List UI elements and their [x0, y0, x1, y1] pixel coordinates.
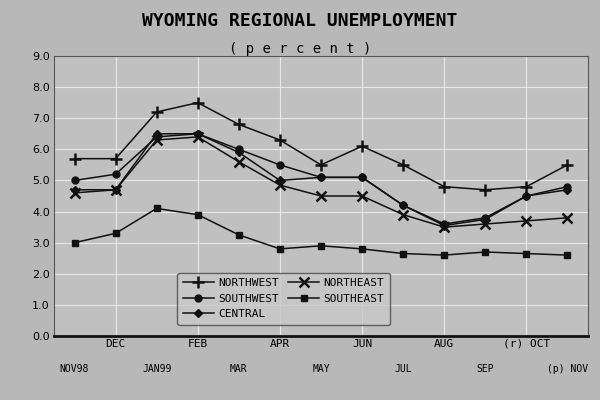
Text: MAY: MAY [312, 364, 330, 374]
CENTRAL [277, 178, 284, 183]
NORTHWEST [153, 110, 160, 114]
NORTHEAST [71, 190, 78, 195]
CENTRAL [482, 217, 489, 222]
SOUTHEAST [71, 240, 78, 245]
NORTHEAST [112, 187, 119, 192]
Text: (p) NOV: (p) NOV [547, 364, 588, 374]
Line: CENTRAL: CENTRAL [72, 131, 570, 228]
CENTRAL [112, 187, 119, 192]
Text: MAR: MAR [230, 364, 248, 374]
NORTHWEST [71, 156, 78, 161]
SOUTHWEST [71, 178, 78, 183]
NORTHEAST [482, 222, 489, 226]
NORTHEAST [564, 215, 571, 220]
Text: JUL: JUL [394, 364, 412, 374]
Text: WYOMING REGIONAL UNEMPLOYMENT: WYOMING REGIONAL UNEMPLOYMENT [142, 12, 458, 30]
SOUTHEAST [400, 251, 407, 256]
Text: JAN99: JAN99 [142, 364, 172, 374]
NORTHEAST [153, 138, 160, 142]
Text: ( p e r c e n t ): ( p e r c e n t ) [229, 42, 371, 56]
Line: SOUTHEAST: SOUTHEAST [71, 205, 571, 258]
SOUTHWEST [400, 203, 407, 208]
SOUTHEAST [235, 232, 242, 237]
SOUTHWEST [358, 175, 365, 180]
NORTHEAST [317, 194, 325, 198]
NORTHWEST [358, 144, 365, 149]
NORTHWEST [482, 187, 489, 192]
Line: NORTHEAST: NORTHEAST [70, 132, 572, 232]
SOUTHEAST [112, 231, 119, 236]
NORTHEAST [523, 218, 530, 223]
NORTHEAST [277, 183, 284, 188]
CENTRAL [153, 131, 160, 136]
CENTRAL [523, 194, 530, 198]
NORTHWEST [194, 100, 202, 105]
NORTHEAST [440, 225, 448, 230]
NORTHEAST [400, 212, 407, 217]
SOUTHWEST [153, 134, 160, 139]
CENTRAL [194, 131, 202, 136]
Line: SOUTHWEST: SOUTHWEST [71, 130, 571, 228]
NORTHWEST [523, 184, 530, 189]
SOUTHEAST [153, 206, 160, 211]
NORTHEAST [235, 159, 242, 164]
Text: NOV98: NOV98 [60, 364, 89, 374]
Text: SEP: SEP [476, 364, 494, 374]
Line: NORTHWEST: NORTHWEST [68, 96, 574, 196]
SOUTHWEST [482, 215, 489, 220]
Legend: NORTHWEST, SOUTHWEST, CENTRAL, NORTHEAST, SOUTHEAST: NORTHWEST, SOUTHWEST, CENTRAL, NORTHEAST… [178, 273, 390, 325]
SOUTHWEST [112, 172, 119, 177]
SOUTHEAST [317, 243, 325, 248]
SOUTHEAST [564, 253, 571, 258]
NORTHWEST [235, 122, 242, 127]
NORTHEAST [194, 134, 202, 139]
NORTHWEST [564, 162, 571, 167]
CENTRAL [564, 187, 571, 192]
SOUTHEAST [440, 253, 448, 258]
NORTHWEST [400, 162, 407, 167]
SOUTHWEST [235, 147, 242, 152]
CENTRAL [71, 187, 78, 192]
CENTRAL [400, 203, 407, 208]
NORTHWEST [277, 138, 284, 142]
SOUTHEAST [194, 212, 202, 217]
SOUTHEAST [482, 250, 489, 254]
SOUTHEAST [277, 246, 284, 251]
SOUTHWEST [564, 184, 571, 189]
CENTRAL [317, 175, 325, 180]
CENTRAL [235, 150, 242, 155]
SOUTHWEST [194, 131, 202, 136]
SOUTHEAST [523, 251, 530, 256]
SOUTHEAST [358, 246, 365, 251]
SOUTHWEST [317, 175, 325, 180]
SOUTHWEST [523, 194, 530, 198]
NORTHWEST [317, 162, 325, 167]
CENTRAL [358, 175, 365, 180]
NORTHEAST [358, 194, 365, 198]
NORTHWEST [112, 156, 119, 161]
SOUTHWEST [440, 222, 448, 226]
NORTHWEST [440, 184, 448, 189]
SOUTHWEST [277, 162, 284, 167]
CENTRAL [440, 223, 448, 228]
